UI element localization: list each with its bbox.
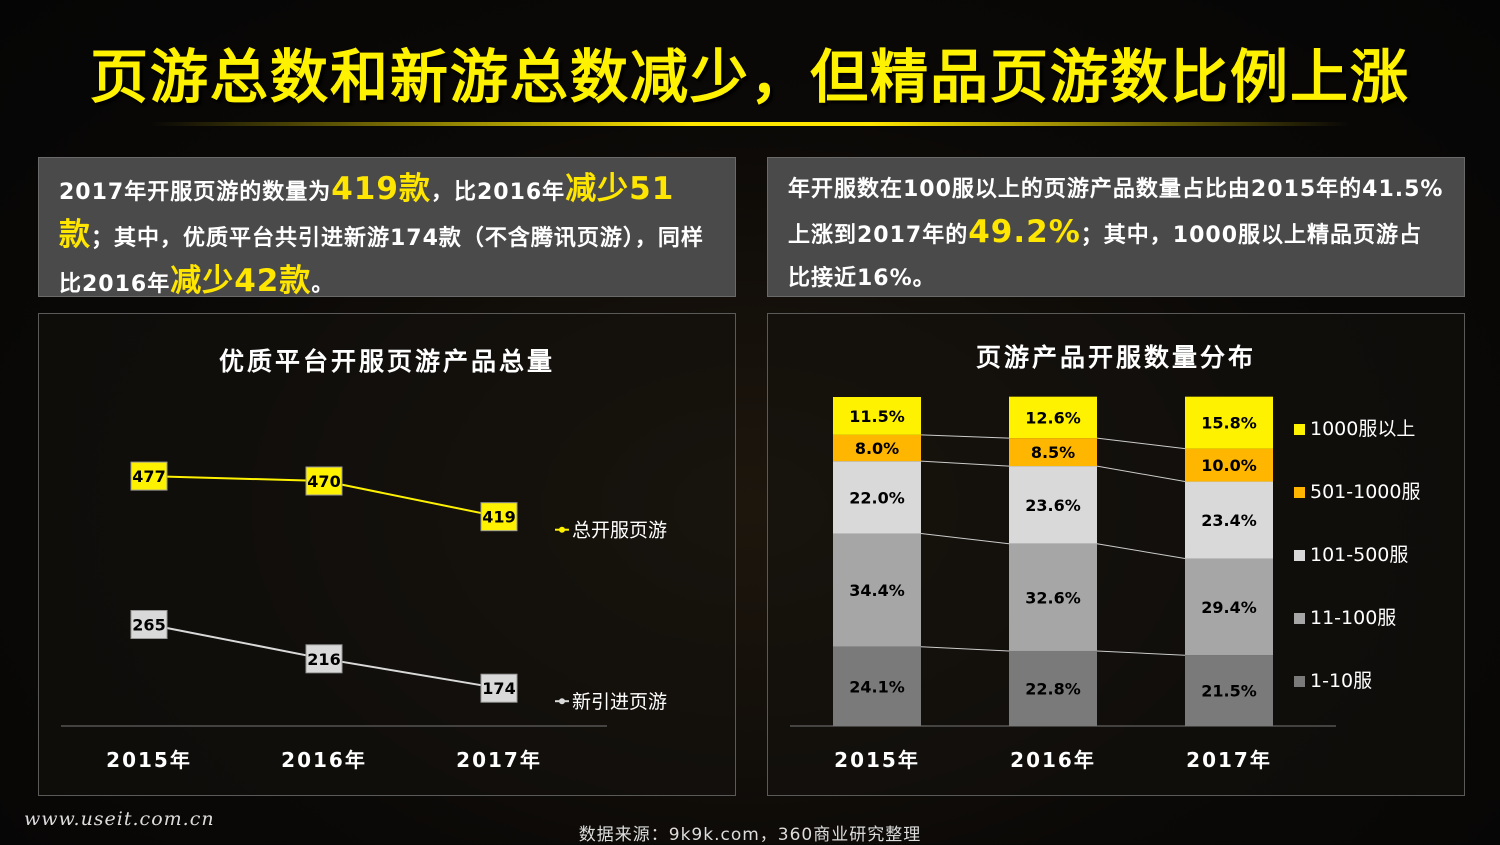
- data-label: 265: [132, 616, 165, 635]
- left-text-2: ，比2016年: [430, 180, 566, 205]
- data-label: 34.4%: [849, 581, 905, 600]
- data-label: 419: [482, 508, 515, 527]
- right-text-1: 年开服数在100服以上的页游产品数量占比由2015年的41.5%上涨到2017年…: [788, 177, 1444, 248]
- data-label: 29.4%: [1201, 598, 1257, 617]
- bar-segment: [1009, 466, 1097, 544]
- right-summary-box: 年开服数在100服以上的页游产品数量占比由2015年的41.5%上涨到2017年…: [767, 157, 1465, 297]
- series-connector-line: [1096, 650, 1186, 656]
- data-label: 23.4%: [1201, 511, 1257, 530]
- x-tick-label: 2016年: [1010, 748, 1096, 772]
- x-tick-label: 2017年: [1186, 748, 1272, 772]
- bar-segment: [833, 533, 921, 647]
- data-source: 数据来源：9k9k.com，360商业研究整理: [578, 825, 922, 845]
- bar-segment: [1009, 543, 1097, 651]
- bar-segment: [833, 397, 921, 435]
- legend-swatch: [1294, 550, 1305, 561]
- data-label: 32.6%: [1025, 588, 1081, 607]
- data-label: 10.0%: [1201, 456, 1257, 475]
- legend-swatch: [1294, 424, 1305, 435]
- left-highlight-3: 减少42款: [170, 263, 312, 299]
- bar-segment: [1009, 396, 1097, 439]
- bar-segment: [833, 646, 921, 726]
- page-title: 页游总数和新游总数减少，但精品页游数比例上涨: [89, 43, 1410, 111]
- legend-label: 1000服以上: [1310, 418, 1415, 440]
- bar-segment: [1185, 558, 1273, 656]
- line-chart-title: 优质平台开服页游产品总量: [218, 347, 555, 376]
- data-point: [480, 502, 518, 532]
- data-point: [480, 673, 518, 703]
- data-label: 174: [482, 679, 515, 698]
- data-label: 216: [307, 650, 340, 669]
- bar-segment: [1009, 650, 1097, 726]
- legend-label: 101-500服: [1310, 544, 1408, 566]
- bar-segment: [1185, 448, 1273, 482]
- legend-marker: [559, 698, 565, 705]
- data-label: 477: [132, 467, 165, 486]
- bar-chart-title: 页游产品开服数量分布: [975, 343, 1256, 372]
- left-summary-box: 2017年开服页游的数量为419款，比2016年减少51款；其中，优质平台共引进…: [38, 157, 736, 299]
- right-text-2: ；其中，1000服以上精品页游占比接近16%。: [788, 223, 1423, 291]
- data-point: [305, 644, 343, 674]
- line-chart-panel: 优质平台开服页游产品总量 2015年 2016年 2017年 477 470 419 总开服…: [38, 313, 736, 796]
- bar-segment: [833, 461, 921, 534]
- legend-label: 1-10服: [1310, 670, 1372, 692]
- stacked-bar-chart: 2015年 2016年 2017年 24.1% 22.8% 21.5% 34.4% 32.6%…: [790, 396, 1420, 772]
- data-label: 8.5%: [1031, 443, 1075, 462]
- data-label: 470: [307, 472, 340, 491]
- data-point: [305, 466, 343, 496]
- data-point: [130, 461, 168, 491]
- data-label: 12.6%: [1025, 408, 1081, 427]
- data-label: 15.8%: [1201, 414, 1257, 433]
- legend-marker: [559, 526, 565, 533]
- legend-label: 新引进页游: [572, 691, 667, 713]
- left-highlight-2: 减少51款: [59, 171, 675, 253]
- data-point: [130, 610, 168, 639]
- series-connector-line: [920, 460, 1010, 467]
- bar-segment: [1185, 481, 1273, 559]
- bar-segment: [1185, 655, 1273, 726]
- left-text-3: ；其中，优质平台共引进新游174款（不含腾讯页游），同样比2016年: [59, 226, 704, 297]
- legend-label: 501-1000服: [1310, 481, 1420, 503]
- x-tick-label: 2016年: [281, 748, 367, 772]
- data-label: 22.0%: [849, 488, 905, 507]
- left-highlight-1: 419款: [331, 171, 431, 207]
- legend-label: 总开服页游: [572, 520, 667, 542]
- data-label: 11.5%: [849, 407, 905, 426]
- series-connector-line: [920, 646, 1010, 652]
- left-text-4: 。: [311, 272, 335, 297]
- x-tick-label: 2015年: [106, 748, 192, 772]
- series-connector-line: [1096, 465, 1186, 483]
- right-highlight-1: 49.2%: [968, 214, 1081, 250]
- watermark: www.useit.com.cn: [24, 808, 215, 830]
- bar-chart-panel: 页游产品开服数量分布 2015年 2016年 2017年 24.1% 22.8% 21.5…: [767, 313, 1465, 796]
- legend-swatch: [1294, 676, 1305, 687]
- series-connector-line: [920, 434, 1010, 439]
- x-tick-label: 2015年: [834, 748, 920, 772]
- data-label: 22.8%: [1025, 679, 1081, 698]
- series-connector-line: [920, 533, 1010, 545]
- bar-segment: [1185, 396, 1273, 449]
- data-label: 21.5%: [1201, 682, 1257, 701]
- data-label: 24.1%: [849, 677, 905, 696]
- title-underline: [150, 122, 1350, 126]
- bar-segment: [1009, 438, 1097, 467]
- series-connector-line: [1096, 437, 1186, 450]
- data-label: 23.6%: [1025, 496, 1081, 515]
- legend-swatch: [1294, 487, 1305, 498]
- x-tick-label: 2017年: [456, 748, 542, 772]
- line-chart: 2015年 2016年 2017年 477 470 419 总开服页游 265 216 174 新引…: [61, 461, 667, 772]
- left-text-1: 2017年开服页游的数量为: [59, 180, 332, 205]
- legend-label: 11-100服: [1310, 607, 1396, 629]
- data-label: 8.0%: [855, 439, 899, 458]
- series-connector-line: [1096, 543, 1186, 560]
- bar-segment: [833, 434, 921, 462]
- legend-swatch: [1294, 613, 1305, 624]
